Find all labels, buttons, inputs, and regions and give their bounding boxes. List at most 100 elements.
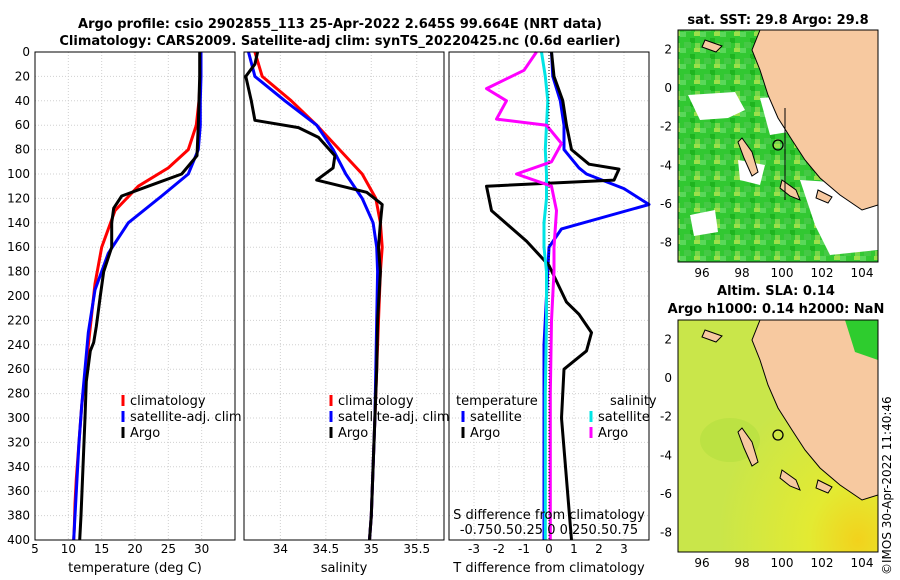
depth-tick-label: 220 — [7, 313, 30, 327]
lon-tick-label: 102 — [811, 266, 834, 280]
argo-location-marker — [772, 139, 784, 151]
x-tick-label: 15 — [94, 542, 109, 556]
x-tick-label: 20 — [127, 542, 142, 556]
lat-tick-label: -4 — [660, 448, 672, 462]
x-tick-label: 34.5 — [312, 542, 339, 556]
legend-label-s-satellite: satellite — [598, 410, 650, 425]
depth-tick-label: 400 — [7, 533, 30, 547]
sla-map — [677, 319, 879, 553]
x-tick-label: 5 — [31, 542, 39, 556]
depth-tick-label: 140 — [7, 216, 30, 230]
temperature-xlabel: temperature (deg C) — [68, 561, 202, 576]
legend-label-t-satellite: satellite — [470, 410, 522, 425]
lat-tick-label: -2 — [660, 410, 672, 424]
legend-label-s-argo: Argo — [598, 426, 628, 441]
title-line2: Climatology: CARS2009. Satellite-adj cli… — [59, 34, 620, 49]
temperature-frame — [34, 51, 236, 541]
x-tick-label: 30 — [194, 542, 209, 556]
lat-tick-label: -8 — [660, 526, 672, 540]
sla-map-title-line2: Argo h1000: 0.14 h2000: NaN — [668, 302, 885, 317]
depth-tick-label: 40 — [15, 94, 30, 108]
sst-no-data-patch — [690, 210, 718, 236]
land-pagai — [815, 479, 833, 494]
lat-tick-label: -4 — [660, 158, 672, 172]
copyright-stamp: ©IMOS 30-Apr-2022 11:40:46 — [880, 396, 894, 575]
x-tick-label: 10 — [61, 542, 76, 556]
x-tick-label: 35 — [364, 542, 379, 556]
land-pagai — [815, 189, 833, 204]
land-siberut — [737, 137, 759, 177]
sla-north-patch — [845, 320, 878, 360]
lon-tick-label: 96 — [694, 556, 709, 570]
lon-tick-label: 98 — [734, 266, 749, 280]
temperature-panel: 5 10 15 20 25 30 — [31, 51, 236, 556]
difference-frame — [448, 51, 650, 541]
x-tick-label: -2 — [493, 542, 505, 556]
x-tick-label: 2 — [595, 542, 603, 556]
lat-tick-label: 2 — [664, 42, 672, 56]
depth-tick-label: 280 — [7, 387, 30, 401]
depth-tick-label: 380 — [7, 509, 30, 523]
x-tick-label: -1 — [518, 542, 530, 556]
legend-header-temperature: temperature — [456, 394, 538, 409]
depth-tick-label: 160 — [7, 240, 30, 254]
map-axes: 96 98 100 102 104 2 0 -2 -4 -6 -8 96 98 100 102 104 2 0 -2… — [660, 42, 873, 570]
sla-map-frame — [677, 319, 879, 553]
sst-map-frame — [677, 29, 879, 263]
depth-tick-label: 300 — [7, 411, 30, 425]
difference-xlabel: T difference from climatology — [452, 561, 645, 576]
x-tick-label: 35.5 — [403, 542, 430, 556]
x-tick-label: 0 — [545, 542, 553, 556]
lon-tick-label: 96 — [694, 266, 709, 280]
x-tick-label: 34 — [273, 542, 288, 556]
lon-tick-label: 100 — [771, 266, 794, 280]
salinity-frame — [243, 51, 445, 541]
depth-tick-label: 320 — [7, 435, 30, 449]
legend-label-climatology: climatology — [130, 394, 206, 409]
legend-label-satellite-adj: satellite-adj. clim — [130, 410, 242, 425]
salinity-panel: 34 34.5 35 35.5 — [243, 51, 445, 556]
x-tick-label: -3 — [468, 542, 480, 556]
land-sipora — [779, 469, 801, 491]
series-line-climatology — [253, 51, 384, 541]
salinity-xlabel: salinity — [321, 561, 368, 576]
depth-tick-label: 360 — [7, 484, 30, 498]
depth-tick-label: 60 — [15, 118, 30, 132]
x-tick-label: 3 — [620, 542, 628, 556]
depth-tick-label: 20 — [15, 69, 30, 83]
lat-tick-label: 2 — [664, 332, 672, 346]
depth-tick-label: 0 — [22, 45, 30, 59]
difference-xlabel-top: S difference from climatology — [453, 508, 645, 523]
lat-tick-label: -6 — [660, 487, 672, 501]
series-line-salinity-argo — [485, 51, 563, 540]
sst-map-title: sat. SST: 29.8 Argo: 29.8 — [687, 13, 868, 28]
depth-tick-label: 80 — [15, 143, 30, 157]
legend-label-climatology: climatology — [338, 394, 414, 409]
difference-panel: -3 -2 -1 0 1 2 3 — [448, 51, 651, 556]
lat-tick-label: -2 — [660, 120, 672, 134]
lat-tick-label: 0 — [664, 81, 672, 95]
lat-tick-label: -6 — [660, 197, 672, 211]
land-island — [701, 39, 723, 53]
lat-tick-label: 0 — [664, 371, 672, 385]
series-line-argo — [78, 52, 202, 541]
land-island — [701, 329, 723, 343]
depth-tick-label: 260 — [7, 362, 30, 376]
temperature-legend: climatology satellite-adj. clim Argo — [121, 394, 242, 441]
lon-tick-label: 100 — [771, 556, 794, 570]
depth-tick-label: 180 — [7, 265, 30, 279]
argo-location-marker — [772, 429, 784, 441]
lon-tick-label: 104 — [851, 556, 874, 570]
depth-tick-label: 340 — [7, 460, 30, 474]
series-line-salinity-satellite — [540, 51, 550, 540]
legend-label-argo: Argo — [338, 426, 368, 441]
depth-tick-label: 120 — [7, 191, 30, 205]
lon-tick-label: 102 — [811, 556, 834, 570]
legend-label-argo: Argo — [130, 426, 160, 441]
sst-map — [677, 29, 879, 263]
lon-tick-label: 98 — [734, 556, 749, 570]
lon-tick-label: 104 — [851, 266, 874, 280]
salinity-diff-ticklabels: -0.750.50.25 0 0.250.50.75 — [460, 523, 638, 538]
x-tick-label: 1 — [570, 542, 578, 556]
depth-tick-label: 200 — [7, 289, 30, 303]
